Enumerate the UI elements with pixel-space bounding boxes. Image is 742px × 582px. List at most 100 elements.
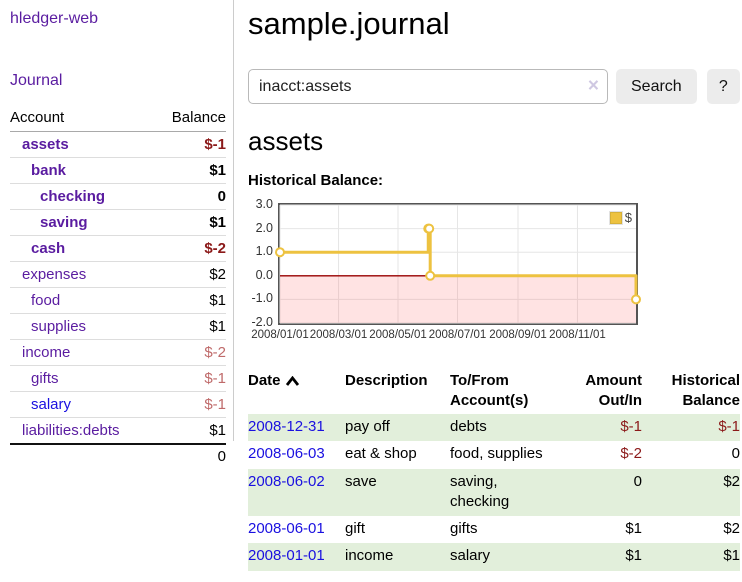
account-link-saving[interactable]: saving <box>40 214 88 231</box>
transaction-date-link[interactable]: 2008-06-01 <box>248 520 325 537</box>
data-point-marker <box>425 270 436 281</box>
chart-legend: $ <box>608 210 632 225</box>
account-link-assets[interactable]: assets <box>22 136 69 153</box>
account-balance: $-2 <box>150 339 226 366</box>
account-balance: $1 <box>150 313 226 340</box>
transaction-balance: $2 <box>642 468 740 516</box>
transaction-balance: $-1 <box>642 414 740 442</box>
account-balance: $1 <box>150 287 226 314</box>
accounts-total-balance: 0 <box>150 443 226 469</box>
transaction-balance: 0 <box>731 445 740 463</box>
transaction-description: save <box>345 468 450 516</box>
register-row: 2008-12-31 pay off debts $-1 $-1 <box>248 414 740 442</box>
transaction-amount: $-2 <box>620 445 642 463</box>
account-balance: $-2 <box>150 235 226 262</box>
account-link-salary[interactable]: salary <box>31 396 72 413</box>
account-row: food $1 <box>10 287 226 314</box>
account-link-checking[interactable]: checking <box>40 188 106 205</box>
x-axis-tick: 2008/11/01 <box>549 329 606 341</box>
accounts-header-balance: Balance <box>150 105 226 132</box>
account-row: expenses $2 <box>10 261 226 288</box>
accounts-total-row: 0 <box>10 443 226 469</box>
clear-search-icon[interactable]: × <box>587 75 599 97</box>
transaction-date-link[interactable]: 2008-01-01 <box>248 547 325 565</box>
accounts-header-row: Account Balance <box>10 105 226 132</box>
transaction-amount: $1 <box>625 520 642 537</box>
account-row: salary $-1 <box>10 391 226 418</box>
balance-chart: $ 3.0 2.0 1.0 0.0 -1.0 -2.0 2008/01/01 2008/03/… <box>248 197 740 347</box>
chart-plot[interactable]: $ <box>275 203 641 325</box>
transaction-accounts: food, supplies <box>450 445 543 463</box>
account-link-expenses[interactable]: expenses <box>22 266 87 283</box>
register-header-date[interactable]: Date <box>248 369 345 414</box>
x-axis-tick: 2008/01/01 <box>251 329 309 341</box>
register-header-row: Date Description To/From Account(s) Amou… <box>248 369 740 414</box>
account-link-cash[interactable]: cash <box>31 240 66 257</box>
transaction-accounts: saving, checking <box>450 468 565 516</box>
transaction-amount: $-1 <box>565 414 642 442</box>
chart-title: Historical Balance: <box>248 172 384 189</box>
register-row: 2008-01-01 income salary $1 $1 <box>248 543 740 571</box>
transaction-date-link[interactable]: 2008-06-03 <box>248 445 325 463</box>
account-row: liabilities:debts $1 <box>10 417 226 445</box>
transaction-accounts: debts <box>450 414 565 442</box>
data-point-marker <box>275 247 285 258</box>
y-axis-tick: 0.0 <box>255 267 273 282</box>
search-input[interactable] <box>248 69 608 104</box>
register-header-balance: Historical Balance <box>671 372 740 409</box>
negative-region <box>280 275 636 323</box>
account-row: income $-2 <box>10 339 226 366</box>
data-point-marker <box>631 294 641 305</box>
transaction-date-link[interactable]: 2008-06-02 <box>248 472 325 490</box>
transaction-balance: $2 <box>723 520 740 537</box>
transaction-description: income <box>345 543 450 571</box>
account-heading: assets <box>248 126 324 156</box>
transaction-accounts: salary <box>450 543 565 571</box>
account-balance: $1 <box>150 417 226 445</box>
accounts-header-account: Account <box>10 105 150 132</box>
account-row: supplies $1 <box>10 313 226 340</box>
y-axis-tick: 1.0 <box>255 244 273 259</box>
x-axis-tick: 2008/09/01 <box>489 329 547 341</box>
account-row: checking 0 <box>10 183 226 210</box>
register-header-description: Description <box>345 372 428 389</box>
data-point-marker <box>424 223 435 234</box>
transaction-description: eat & shop <box>345 445 417 463</box>
account-balance: $1 <box>150 209 226 236</box>
y-axis-tick: 3.0 <box>255 197 273 211</box>
account-row: bank $1 <box>10 157 226 184</box>
transaction-description: gift <box>345 520 366 537</box>
x-axis-tick: 2008/07/01 <box>428 329 487 341</box>
app-brand-link[interactable]: hledger-web <box>10 10 99 27</box>
y-axis-tick: 2.0 <box>255 220 273 235</box>
account-row: cash $-2 <box>10 235 226 262</box>
legend-label: $ <box>624 210 632 225</box>
transaction-amount: 0 <box>565 468 642 516</box>
account-balance: $-1 <box>150 365 226 392</box>
transaction-date-link[interactable]: 2008-12-31 <box>248 418 325 435</box>
x-axis-tick: 2008/03/01 <box>309 329 368 341</box>
register-table: Date Description To/From Account(s) Amou… <box>248 369 740 571</box>
account-row: gifts $-1 <box>10 365 226 392</box>
account-link-gifts[interactable]: gifts <box>31 370 59 387</box>
account-balance: $1 <box>150 157 226 184</box>
legend-swatch-icon <box>608 210 623 225</box>
account-balance: 0 <box>150 183 226 210</box>
account-link-food[interactable]: food <box>31 292 61 309</box>
account-link-income[interactable]: income <box>22 344 71 361</box>
account-link-liabilities-debts[interactable]: liabilities:debts <box>22 422 120 439</box>
y-axis-tick: -2.0 <box>251 315 273 329</box>
y-axis-tick: -1.0 <box>251 291 273 306</box>
sort-asc-icon <box>285 375 299 386</box>
main-content: sample.journal × Search ? assets Histori… <box>248 0 740 571</box>
account-balance: $2 <box>150 261 226 288</box>
register-header-amount: Amount Out/In <box>585 372 642 409</box>
accounts-table: Account Balance assets $-1 bank $1 check… <box>10 105 226 469</box>
x-axis-tick: 2008/05/01 <box>369 329 427 341</box>
account-link-supplies[interactable]: supplies <box>31 318 87 335</box>
account-link-bank[interactable]: bank <box>31 162 67 179</box>
sidebar-item-journal[interactable]: Journal <box>10 72 63 89</box>
page-title: sample.journal <box>248 6 450 41</box>
search-button[interactable]: Search <box>616 69 697 104</box>
help-button[interactable]: ? <box>706 69 740 104</box>
